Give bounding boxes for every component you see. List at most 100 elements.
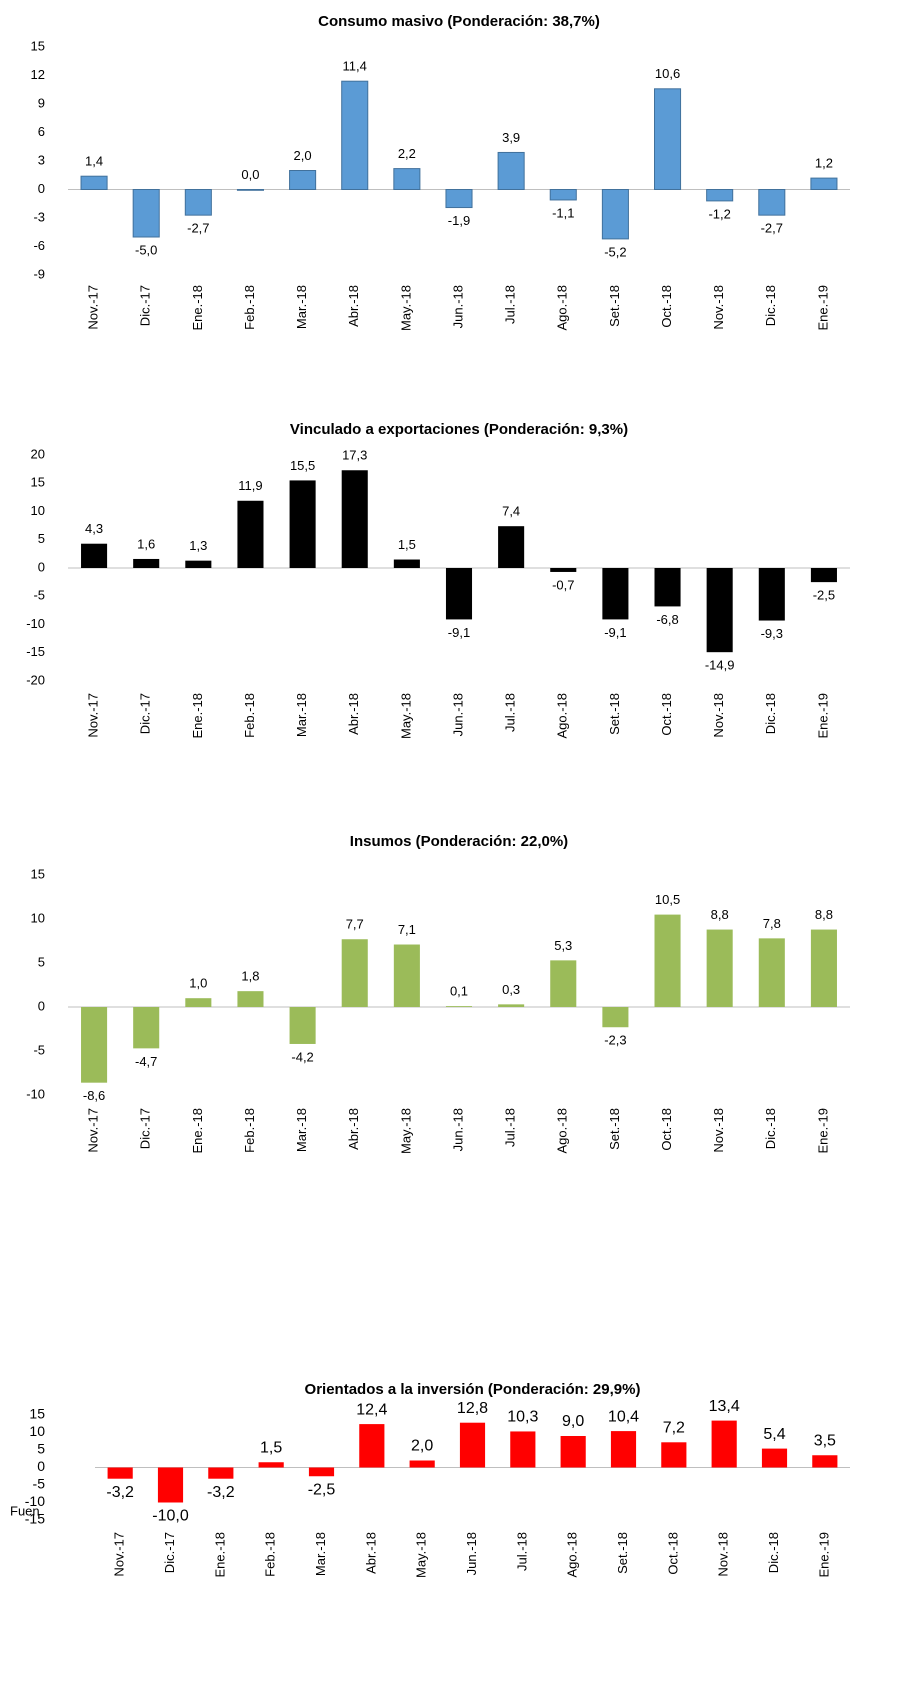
bar [812,1455,838,1468]
bar [810,177,838,191]
y-tick-label: 12 [31,67,45,82]
x-tick-label: Dic.-18 [763,285,778,326]
x-tick-label: Set.-18 [607,693,622,735]
chart-title: Consumo masivo (Ponderación: 38,7%) [318,13,600,30]
y-tick-label: 9 [38,95,45,110]
value-label: 1,0 [189,976,207,991]
bar [711,1420,737,1468]
x-tick-label: Mar.-18 [294,1108,309,1152]
y-tick-label: 0 [38,559,45,574]
bar [409,1460,435,1468]
y-tick-label: -10 [26,1086,45,1101]
value-label: -2,7 [187,221,209,236]
y-tick-label: 10 [31,503,45,518]
y-tick-label: -6 [33,238,45,253]
y-tick-label: -15 [25,1511,45,1527]
x-tick-label: Nov.-17 [112,1532,127,1577]
value-label: -1,1 [552,205,574,220]
x-tick-label: Oct.-18 [665,1532,680,1575]
chart-title: Vinculado a exportaciones (Ponderación: … [290,421,628,438]
value-label: -1,2 [708,206,730,221]
bar [80,175,108,190]
bar [706,568,733,653]
bar [81,543,108,568]
value-label: 10,4 [608,1408,639,1425]
value-label: 8,8 [711,907,729,922]
y-tick-label: -5 [33,1042,45,1057]
value-label: 17,3 [342,448,367,463]
bar [510,1431,536,1468]
y-tick-label: 15 [31,38,45,53]
x-tick-label: Ene.-19 [816,1532,831,1578]
x-tick-label: Dic.-17 [138,285,153,326]
x-tick-label: Set.-18 [615,1532,630,1574]
value-label: 7,1 [398,922,416,937]
value-label: -4,2 [291,1049,313,1064]
y-tick-label: -9 [33,266,45,281]
bar [359,1424,385,1468]
value-label: -2,3 [604,1033,626,1048]
x-tick-label: Feb.-18 [242,1108,257,1153]
x-tick-label: Set.-18 [607,1108,622,1150]
value-label: 3,5 [814,1432,836,1449]
value-label: 1,8 [241,969,259,984]
bar [289,170,317,190]
bar [498,1004,525,1007]
bar [654,88,682,190]
y-tick-label: 0 [38,181,45,196]
bar [459,1422,486,1468]
bar [550,960,577,1007]
y-tick-label: 3 [38,152,45,167]
y-tick-label: 10 [31,910,45,925]
x-tick-label: May.-18 [398,285,413,331]
bar [289,1007,316,1044]
value-label: -6,8 [656,612,678,627]
x-tick-label: Abr.-18 [363,1532,378,1574]
value-label: 4,3 [85,521,103,536]
x-tick-label: Jul.-18 [514,1532,529,1571]
y-tick-label: 5 [38,531,45,546]
x-tick-label: Ago.-18 [565,1532,580,1578]
bar [602,568,629,620]
value-label: -9,1 [604,625,626,640]
x-tick-label: Oct.-18 [659,693,674,736]
bar [549,189,577,201]
bar [341,939,368,1007]
bar [393,559,420,568]
x-tick-label: Ene.-18 [190,693,205,739]
y-tick-label: -5 [33,1476,46,1492]
x-tick-label: Abr.-18 [346,693,361,735]
bar [654,914,681,1007]
y-tick-label: 20 [31,446,45,461]
bar [237,500,264,568]
value-label: 7,4 [502,504,520,519]
x-tick-label: Nov.-18 [711,285,726,330]
bar [445,189,473,209]
x-tick-label: Feb.-18 [263,1532,278,1577]
value-label: -3,2 [106,1484,134,1501]
value-label: 1,2 [815,156,833,171]
value-label: 12,4 [356,1401,387,1418]
bar [81,1007,108,1083]
y-tick-label: 15 [31,475,45,490]
value-label: 3,9 [502,130,520,145]
x-tick-label: Jun.-18 [464,1532,479,1575]
value-label: -5,2 [604,244,626,259]
x-tick-label: Ene.-18 [190,285,205,331]
x-tick-label: Dic.-17 [162,1532,177,1573]
x-tick-label: Ene.-19 [815,1108,830,1154]
x-tick-label: Dic.-18 [766,1532,781,1573]
x-tick-label: Abr.-18 [346,285,361,327]
bar [445,1006,473,1007]
bar [761,1448,788,1468]
value-label: 13,4 [709,1398,740,1415]
value-label: 7,7 [346,917,364,932]
value-label: 1,3 [189,538,207,553]
x-tick-label: Ene.-19 [815,693,830,739]
bar [185,998,212,1007]
x-tick-label: Mar.-18 [294,285,309,329]
value-label: -9,1 [448,625,470,640]
x-tick-label: May.-18 [414,1532,429,1578]
bar [758,568,785,621]
